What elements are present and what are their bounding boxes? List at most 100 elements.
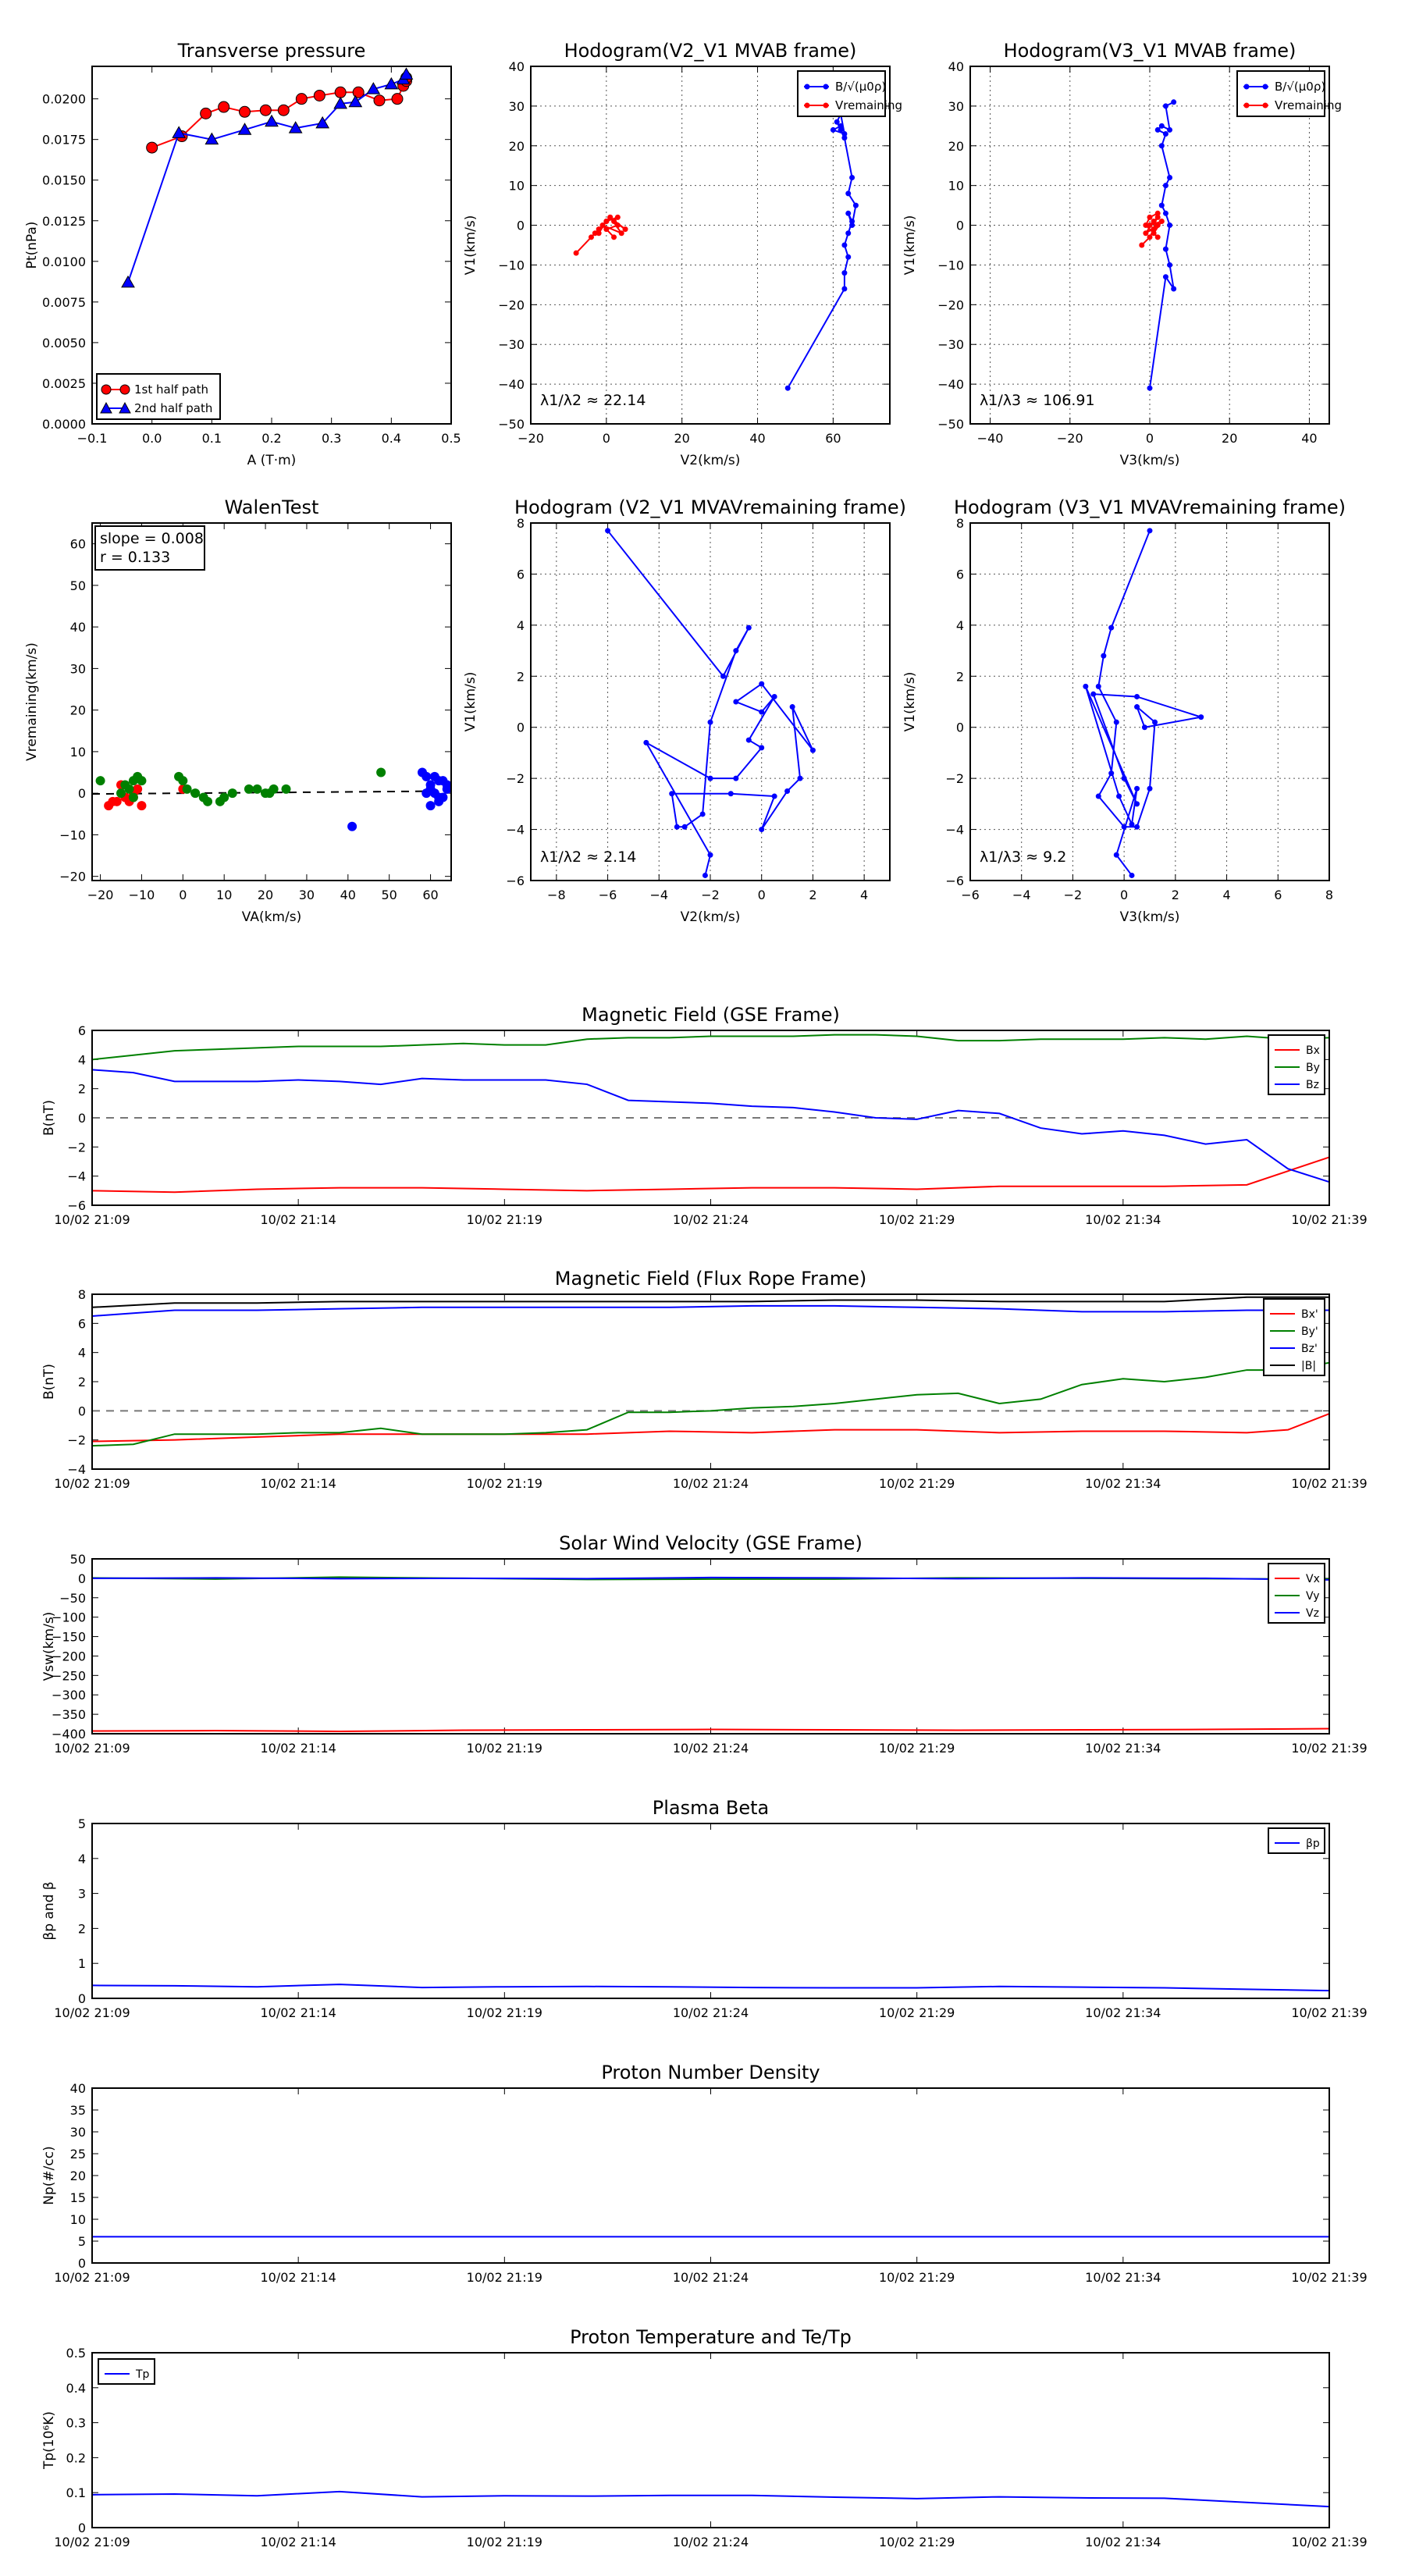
data-point xyxy=(1121,824,1127,830)
data-point xyxy=(425,784,436,794)
data-point xyxy=(759,681,765,687)
y-tick-label: −10 xyxy=(937,258,964,272)
x-tick-label: 10/02 21:39 xyxy=(1291,2005,1367,2020)
stats-text: slope = 0.008 xyxy=(100,530,204,547)
series-line-bx xyxy=(92,1413,1329,1443)
x-tick-label: 10/02 21:19 xyxy=(467,1476,542,1491)
y-tick-label: 6 xyxy=(78,1023,86,1038)
y-tick-label: −10 xyxy=(498,258,525,272)
x-tick-label: 10/02 21:09 xyxy=(54,2535,130,2549)
x-tick-label: 40 xyxy=(340,888,356,902)
y-axis-label: V1(km/s) xyxy=(463,672,478,732)
plot-frame xyxy=(91,66,452,425)
data-point xyxy=(1151,218,1157,224)
y-tick-label: 4 xyxy=(956,618,964,633)
data-point xyxy=(1154,234,1161,240)
stats-text: r = 0.133 xyxy=(100,549,170,566)
y-tick-label: −4 xyxy=(945,823,964,838)
legend-box xyxy=(797,70,886,117)
x-tick-label: 10/02 21:39 xyxy=(1291,2270,1367,2285)
plot-frame xyxy=(530,66,891,425)
x-tick-label: −4 xyxy=(649,888,668,902)
chart-panel-12: Proton Temperature and Te/Tp 10/02 21:09 1… xyxy=(41,2326,1368,2549)
y-tick-label: 20 xyxy=(70,2169,86,2183)
data-point xyxy=(1134,785,1140,792)
y-tick-label: 1 xyxy=(78,1956,86,1971)
x-axis-label: V2(km/s) xyxy=(681,909,741,925)
x-tick-label: 20 xyxy=(674,431,690,446)
y-tick-label: 0 xyxy=(78,2256,86,2271)
data-point xyxy=(366,82,381,94)
y-tick-label: −150 xyxy=(52,1630,86,1645)
y-tick-label: 0 xyxy=(517,720,525,735)
x-tick-label: −40 xyxy=(977,431,1004,446)
y-tick-label: −200 xyxy=(52,1649,86,1663)
y-tick-label: −2 xyxy=(945,771,964,786)
data-point xyxy=(1134,693,1140,699)
chart-panel-6: Hodogram (V3_V1 MVAVremaining frame) −6 −4… xyxy=(902,496,1346,925)
y-tick-label: 0.0175 xyxy=(42,133,86,148)
y-tick-label: 0.0125 xyxy=(42,214,86,229)
legend: βp xyxy=(1268,1827,1325,1854)
y-tick-label: 4 xyxy=(78,1052,86,1067)
data-point xyxy=(1083,683,1089,689)
y-tick-label: 0.1 xyxy=(66,2485,86,2500)
data-point xyxy=(1154,222,1161,229)
data-point xyxy=(422,771,432,781)
y-tick-label: −4 xyxy=(506,823,525,838)
x-tick-label: 0.0 xyxy=(142,431,162,446)
x-tick-label: 60 xyxy=(825,431,841,446)
y-tick-label: 0 xyxy=(78,786,86,801)
chart-panel-1: Transverse pressure −0.1 0.0 0.1 0.2 0.3 0.4 0.… xyxy=(24,40,461,468)
chart-panel-2: Hodogram(V2_V1 MVAB frame)−20 0 20 40 60−50−… xyxy=(463,40,902,468)
series-line-0 xyxy=(1084,530,1202,877)
x-tick-label: 10/02 21:19 xyxy=(467,1212,542,1227)
y-tick-label: 5 xyxy=(78,2234,86,2249)
series-line-by xyxy=(92,1034,1329,1061)
eigenvalue-ratio: λ1/λ3 ≈ 106.91 xyxy=(980,392,1095,409)
plot-frame xyxy=(969,522,1330,881)
plot-frame xyxy=(91,1293,1330,1470)
y-tick-label: 2 xyxy=(78,1375,86,1389)
data-point xyxy=(203,796,213,806)
y-tick-label: −50 xyxy=(498,417,525,432)
data-point xyxy=(1147,385,1153,391)
x-tick-label: 0.4 xyxy=(382,431,401,446)
x-axis-label: V3(km/s) xyxy=(1120,909,1180,925)
y-tick-label: 0.0000 xyxy=(42,417,86,432)
data-point xyxy=(269,784,279,794)
chart-panel-7: Magnetic Field (GSE Frame) 10/02 21:09 10/… xyxy=(41,1004,1368,1227)
x-tick-label: 20 xyxy=(258,888,273,902)
y-tick-label: 4 xyxy=(78,1852,86,1866)
data-point xyxy=(438,792,448,802)
y-tick-label: −20 xyxy=(59,870,86,884)
data-point xyxy=(759,827,765,833)
series-line-b0 xyxy=(787,111,857,389)
data-point xyxy=(124,784,134,794)
data-point xyxy=(841,242,848,248)
legend-label: Bz xyxy=(1306,1079,1319,1091)
x-tick-label: 50 xyxy=(382,888,397,902)
x-tick-label: −10 xyxy=(129,888,155,902)
data-point xyxy=(1162,246,1168,252)
x-tick-label: 0.5 xyxy=(441,431,461,446)
y-tick-label: 0.0050 xyxy=(42,336,86,350)
x-tick-label: 10/02 21:14 xyxy=(261,1741,336,1756)
chart-title: Magnetic Field (GSE Frame) xyxy=(582,1004,840,1026)
y-tick-label: −40 xyxy=(498,377,525,392)
data-point xyxy=(128,792,138,802)
data-point xyxy=(809,747,816,753)
x-tick-label: 10/02 21:14 xyxy=(261,2270,336,2285)
chart-title: Hodogram(V2_V1 MVAB frame) xyxy=(564,40,857,62)
chart-panel-3: Hodogram(V3_V1 MVAB frame) −40 −20 0 20 40 −50… xyxy=(902,40,1342,468)
data-point xyxy=(1162,183,1168,189)
data-point xyxy=(237,123,252,135)
x-tick-label: 10/02 21:14 xyxy=(261,1212,336,1227)
data-point xyxy=(759,709,765,715)
legend: Bx' By' Bz' |B| xyxy=(1263,1298,1325,1376)
data-layer xyxy=(92,1034,1329,1194)
data-point xyxy=(1108,770,1115,777)
data-point xyxy=(1152,719,1158,725)
x-tick-label: 10/02 21:34 xyxy=(1085,1741,1161,1756)
y-axis-label: B(nT) xyxy=(41,1364,57,1400)
